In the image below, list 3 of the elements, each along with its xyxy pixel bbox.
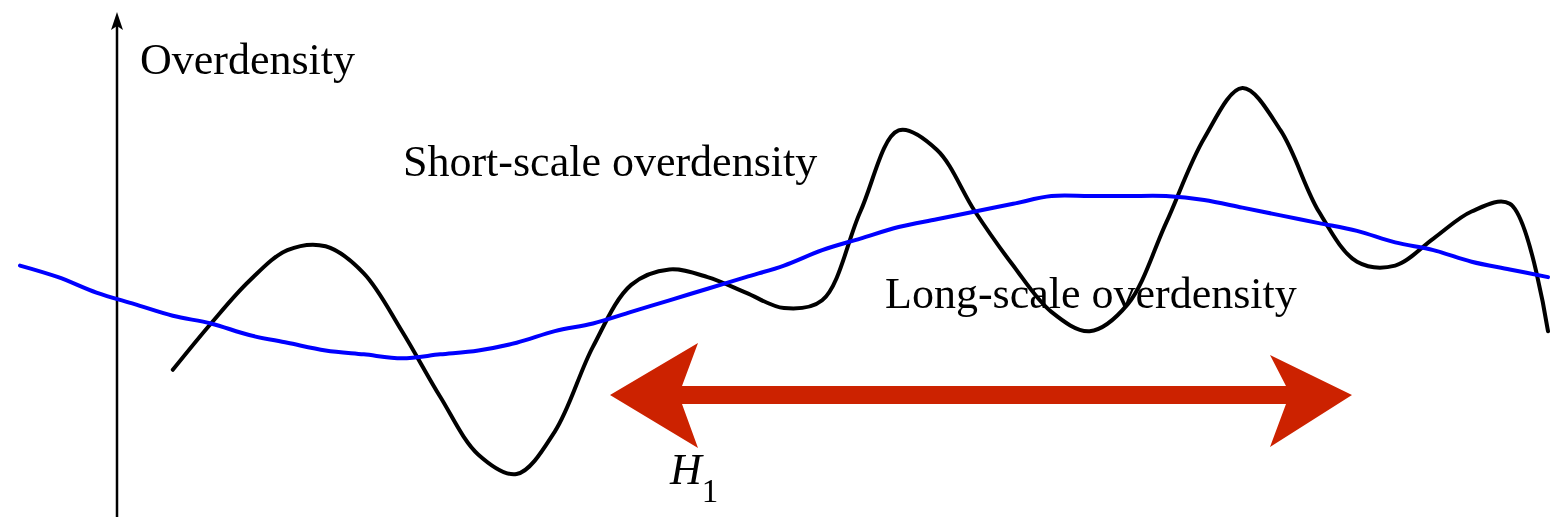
y-axis-title: Overdensity — [140, 35, 356, 84]
annotation: H$_{1}$ — [669, 445, 719, 509]
series-label: Short-scale overdensity — [403, 137, 818, 186]
